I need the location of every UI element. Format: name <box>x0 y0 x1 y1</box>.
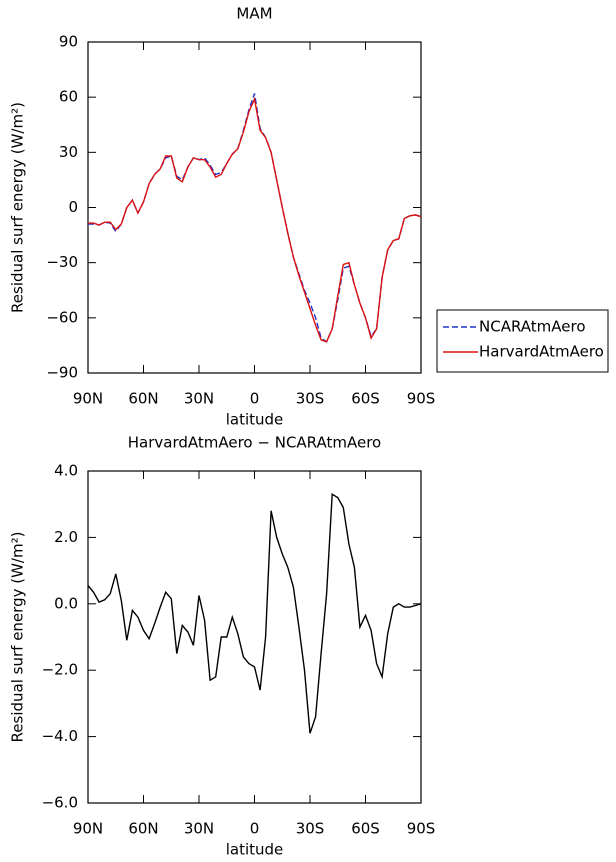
plot-frame <box>87 41 422 374</box>
y-tick-label: 2.0 <box>54 528 78 546</box>
data-line <box>88 96 422 343</box>
x-tick-label: 30S <box>296 390 325 408</box>
x-tick-label: 90S <box>407 390 436 408</box>
x-tick-label: 90S <box>407 820 436 838</box>
x-tick-label: 90N <box>73 820 103 838</box>
y-tick-label: −6.0 <box>42 794 78 812</box>
y-tick-label: 0 <box>68 198 78 216</box>
legend-box <box>436 309 609 373</box>
y-axis-label: Residual surf energy (W/m²) <box>9 532 27 743</box>
y-tick-label: −60 <box>46 308 78 326</box>
y-tick-label: −2.0 <box>42 661 78 679</box>
x-tick-label: 30N <box>184 820 214 838</box>
y-tick-label: 0.0 <box>54 594 78 612</box>
x-tick-label: 90N <box>73 390 103 408</box>
data-line <box>87 492 422 734</box>
x-tick-label: 60S <box>351 390 380 408</box>
x-tick-label: 60S <box>351 820 380 838</box>
y-tick-label: 30 <box>59 143 78 161</box>
y-tick-label: −90 <box>46 364 78 382</box>
y-tick-label: 90 <box>59 33 78 51</box>
x-axis-label: latitude <box>226 841 284 859</box>
y-tick-label: 60 <box>59 88 78 106</box>
x-tick-label: 30N <box>184 390 214 408</box>
x-tick-label: 0 <box>250 390 260 408</box>
x-tick-label: 0 <box>250 820 260 838</box>
x-tick-label: 30S <box>296 820 325 838</box>
chart-title: MAM <box>236 5 272 23</box>
data-line <box>88 93 422 343</box>
chart-title: HarvardAtmAero − NCARAtmAero <box>128 434 381 452</box>
y-tick-label: −30 <box>46 253 78 271</box>
legend-label: NCARAtmAero <box>479 318 586 336</box>
plot-frame <box>87 470 422 804</box>
x-axis-label: latitude <box>226 411 284 429</box>
x-tick-label: 60N <box>128 390 158 408</box>
y-tick-label: −4.0 <box>42 727 78 745</box>
legend-label: HarvardAtmAero <box>479 343 604 361</box>
y-tick-label: 4.0 <box>54 462 78 480</box>
x-tick-label: 60N <box>128 820 158 838</box>
y-axis-label: Residual surf energy (W/m²) <box>9 102 27 313</box>
